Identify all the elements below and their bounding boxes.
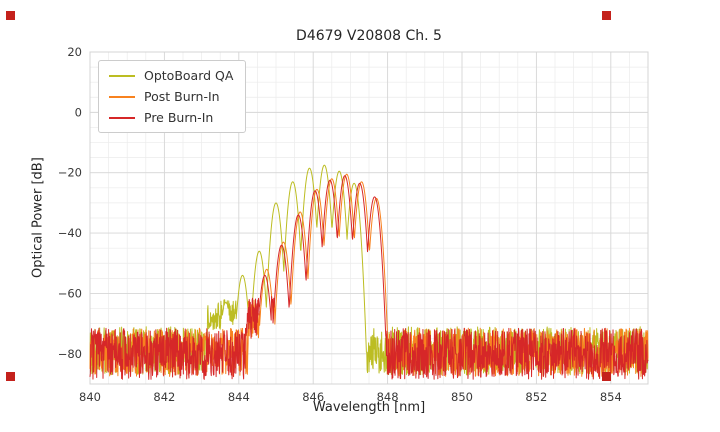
legend-entry: OptoBoard QA (109, 68, 233, 83)
x-tick-label: 844 (228, 390, 250, 404)
legend-label: OptoBoard QA (144, 68, 234, 83)
legend-label: Post Burn-In (144, 89, 220, 104)
legend: OptoBoard QA Post Burn-In Pre Burn-In (98, 60, 247, 133)
y-tick-label: −60 (58, 286, 82, 300)
y-tick-label: −80 (58, 347, 82, 361)
fiducial-marker (6, 372, 15, 381)
series-line-pre-burn-in (89, 175, 649, 380)
legend-line-swatch (109, 116, 135, 119)
x-tick-label: 842 (153, 390, 175, 404)
y-tick-label: −40 (58, 226, 82, 240)
legend-line-swatch (109, 74, 135, 77)
x-tick-label: 854 (600, 390, 622, 404)
fiducial-marker (6, 11, 15, 20)
legend-label: Pre Burn-In (144, 110, 214, 125)
x-tick-label: 848 (377, 390, 399, 404)
fiducial-marker (602, 11, 611, 20)
y-tick-label: 20 (67, 45, 82, 59)
chart-title: D4679 V20808 Ch. 5 (296, 28, 442, 44)
legend-line-swatch (109, 95, 135, 98)
legend-entry: Pre Burn-In (109, 110, 233, 125)
y-tick-label: 0 (75, 105, 82, 119)
y-axis-label: Optical Power [dB] (30, 157, 46, 279)
x-axis-label: Wavelength [nm] (312, 400, 426, 415)
x-tick-label: 840 (79, 390, 101, 404)
x-tick-label: 846 (302, 390, 324, 404)
fiducial-marker (602, 372, 611, 381)
x-tick-label: 850 (451, 390, 473, 404)
plot-border (89, 51, 649, 385)
legend-entry: Post Burn-In (109, 89, 233, 104)
y-tick-label: −20 (58, 166, 82, 180)
x-tick-label: 852 (525, 390, 547, 404)
